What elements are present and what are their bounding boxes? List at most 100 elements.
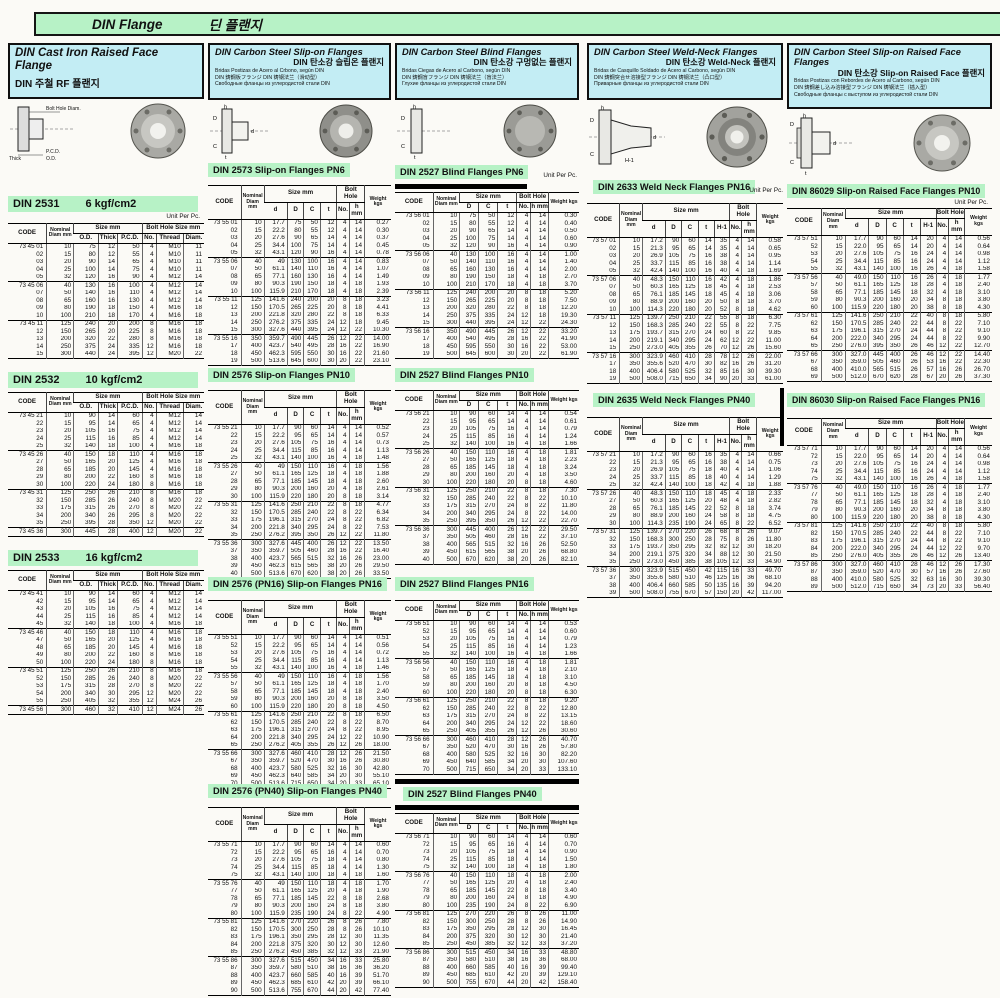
table-row: 73 55 31 125 141.6 250 210 22 8 18 4.77 (208, 500, 391, 510)
table-row: 73 57 26 40 48.3 150 110 18 45 4 18 2.33 (587, 489, 783, 498)
svg-text:D: D (790, 122, 794, 128)
scan-bar (395, 184, 528, 189)
table-row: 49 80 200 22 160 8 M16 18 (36, 651, 204, 660)
table-row: 39 500 508.0 755 670 57 150 20 42 117.00 (609, 589, 783, 598)
svg-text:d: d (653, 135, 656, 141)
column-header: t (497, 610, 517, 621)
table-row: 79 80 90.3 200 160 20 34 8 18 3.80 (810, 506, 992, 515)
table-row: 79 80 200 160 24 8 18 4.90 (422, 894, 579, 903)
table-row: 25 32 140 100 16 4 18 1.66 (422, 440, 579, 449)
table-row: 45 32 140 18 100 4 M16 18 (36, 620, 204, 629)
table-row: 25 32 43.1 140 100 16 4 18 1.48 (230, 454, 391, 463)
table-row: 14 250 375 24 335 12 M16 18 (36, 343, 204, 351)
table-row: 23 20 105 16 75 4 M12 14 (36, 427, 204, 436)
column-header: Weight kgs (548, 390, 579, 411)
table-row: 15 300 440 24 395 12 M20 22 (36, 350, 204, 359)
table-row: 53 20 105 75 16 4 14 0.79 (422, 635, 579, 644)
column-header: CODE (8, 392, 47, 413)
table-row: 60 100 220 180 20 8 18 6.30 (422, 689, 579, 698)
table-row: 15 300 327.6 440 395 24 12 22 10.30 (230, 326, 391, 335)
table-row: 40 500 670 620 38 20 26 82.10 (422, 556, 579, 565)
table-row: 44 25 115 16 85 4 M12 14 (36, 613, 204, 621)
table-row: 73 57 51 10 17.7 90 60 14 20 4 14 0.56 (787, 234, 992, 244)
table-row: 73 45 46 40 150 18 110 4 M16 18 (8, 628, 204, 637)
table-row: 68 400 410.0 565 515 26 57 16 26 26.70 (810, 366, 992, 374)
column-header: C (478, 202, 498, 213)
column-header: CODE (208, 185, 242, 220)
table-row: 54 25 34.4 115 85 16 24 4 14 1.12 (810, 258, 992, 266)
column-header: D (868, 428, 887, 446)
table-row: 83 175 196.1 315 270 24 44 8 22 9.10 (810, 537, 992, 546)
table-row: 34 200 340 26 295 8 M20 22 (36, 512, 204, 520)
column-header: Nominal Diam mm (240, 185, 265, 220)
table-row: 34 200 221.8 340 295 24 8 22 7.53 (230, 524, 391, 532)
table-row: 02 15 80 55 12 4 14 0.40 (422, 220, 579, 228)
svg-text:C: C (590, 152, 594, 158)
column-header: Nominal Diam mm (46, 570, 74, 591)
table-row: 52 150 285 26 240 8 M20 22 (36, 675, 204, 683)
column-header: No. (336, 407, 350, 425)
table-row: 54 25 34.4 115 85 16 4 14 1.13 (230, 657, 391, 665)
table-row: 73 56 21 10 90 60 14 4 14 0.54 (395, 409, 579, 419)
table-row: 07 50 140 110 16 4 14 1.40 (422, 258, 579, 267)
table-row: 07 50 60.3 165 125 18 45 4 18 2.53 (609, 283, 783, 292)
column-header: Size mm (263, 600, 337, 618)
column-header: H-1 (713, 434, 730, 452)
column-header: Size mm (459, 390, 517, 401)
table-row: 73 56 51 10 90 60 14 4 14 0.53 (395, 619, 579, 629)
table-row: 64 200 222.0 340 295 24 44 8 22 9.90 (810, 335, 992, 343)
column-header: Bolt Hole (516, 600, 549, 611)
column-header: h mm (348, 617, 365, 635)
table-row: 74 25 115 85 18 4 14 1.50 (422, 856, 579, 864)
table-row: 24 25 34.4 115 85 16 4 14 1.13 (230, 447, 391, 455)
table-row: 73 55 36 300 327.6 445 400 26 12 22 13.50 (208, 539, 391, 548)
table-row: 17 350 355.6 520 470 30 82 16 26 31.20 (609, 360, 783, 369)
table-row: 73 55 66 300 327.6 460 410 28 12 26 21.50 (208, 749, 391, 758)
table-row: 73 57 36 300 323.9 515 450 42 115 16 33 49.70 (587, 566, 783, 575)
table-row: 23 20 26.9 105 75 18 40 4 14 1.06 (609, 466, 783, 475)
table-row: 39 450 462.3 615 565 38 20 26 29.50 (230, 562, 391, 571)
table-row: 89 450 462.3 685 610 42 20 39 66.10 (230, 979, 391, 988)
column-header: Weight kgs (964, 208, 992, 236)
table-row: 69 450 462.3 640 585 34 20 30 55.10 (230, 772, 391, 781)
table-row: 73 57 06 40 48.3 150 110 16 42 4 18 1.86 (587, 275, 783, 284)
table-row: 32 150 285 240 22 8 22 10.10 (422, 495, 579, 503)
table-row: 85 250 276.2 450 385 32 12 33 21.90 (230, 948, 391, 957)
table-row: 30 100 115.9 220 180 20 8 18 3.14 (230, 493, 391, 502)
table-row: 28 65 185 145 18 4 18 3.24 (422, 464, 579, 472)
table-row: 03 20 26.9 105 75 16 38 4 14 0.95 (609, 252, 783, 261)
svg-text:h: h (803, 114, 806, 120)
table-row: 73 55 06 40 49 130 100 16 4 14 0.83 (208, 257, 391, 266)
table-row: 10 100 114.3 220 180 20 52 8 18 4.62 (609, 306, 783, 315)
table-row: 58 65 77.1 185 145 18 32 4 18 3.10 (810, 289, 992, 297)
column-header: C (681, 434, 699, 452)
column-header: t (319, 824, 337, 842)
column-header: Diam. (182, 580, 204, 591)
column-header: H-1 (919, 218, 937, 236)
column-header: H-1 (713, 220, 730, 238)
svg-text:C: C (401, 144, 405, 150)
column-header: Weight kgs (548, 813, 579, 834)
table-row: 02 15 22.2 80 55 12 4 14 0.30 (230, 227, 391, 235)
table-row: 53 20 27.6 105 75 16 24 4 14 0.98 (810, 250, 992, 259)
column-header: Bolt Hole (336, 807, 365, 825)
table-row: 48 65 185 20 145 4 M16 18 (36, 644, 204, 652)
table-row: 07 50 140 16 110 4 M12 14 (36, 289, 204, 298)
column-header: Size mm (73, 392, 143, 403)
table-row: 74 25 34.4 115 85 16 24 4 14 1.12 (810, 468, 992, 476)
column-header: CODE (208, 807, 242, 842)
column-header: D (286, 617, 304, 635)
column-header: D (459, 823, 479, 834)
table-row: 14 250 276.2 375 335 24 12 18 9.45 (230, 319, 391, 327)
table-title-din-2576-pn10: DIN 2576 Slip-on Flanges PN10 (208, 368, 355, 382)
table-row: 53 20 27.6 105 75 16 4 14 0.72 (230, 649, 391, 658)
column-header: t (497, 823, 517, 834)
table-row: 73 45 56 300 460 32 410 12 M24 26 (8, 705, 204, 715)
column-header: Bolt Hole (516, 390, 549, 401)
column-header: No. (729, 220, 742, 238)
unit-note: Unit Per Pc. (543, 172, 577, 179)
table-row: 75 32 43.1 140 100 18 4 18 1.60 (230, 871, 391, 880)
table-row: 28 65 185 20 145 4 M16 18 (36, 466, 204, 474)
table-row: 57 50 165 125 18 4 18 2.10 (422, 666, 579, 675)
